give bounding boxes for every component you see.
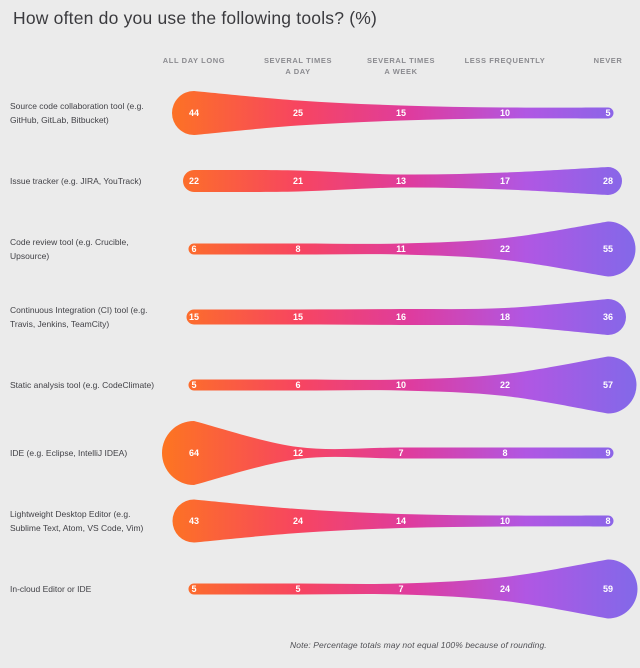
funnel-band: 6 8 11 22 55 (188, 221, 636, 277)
column-header-line: ALL DAY LONG (162, 56, 226, 65)
funnel-shape (186, 299, 627, 335)
column-header-line: LESS FREQUENTLY (464, 56, 546, 65)
tool-row: In-cloud Editor or IDE 5 5 7 24 59 (0, 555, 640, 623)
value-label: 12 (293, 448, 303, 458)
column-header-line: SEVERAL TIMES (366, 56, 436, 65)
value-label: 43 (189, 516, 199, 526)
funnel-shape (162, 421, 614, 485)
tool-row: Issue tracker (e.g. JIRA, YouTrack) 22 21 1… (0, 147, 640, 215)
funnel-band: 43 24 14 10 8 (172, 499, 614, 543)
value-label: 7 (398, 448, 403, 458)
value-label: 15 (396, 108, 406, 118)
value-label: 10 (500, 516, 510, 526)
funnel-band: 5 6 10 22 57 (188, 356, 637, 414)
tool-row: Continuous Integration (CI) tool (e.g. T… (0, 283, 640, 351)
value-label: 24 (500, 584, 510, 594)
tool-label: In-cloud Editor or IDE (10, 583, 92, 594)
value-label: 22 (500, 244, 510, 254)
value-label: 24 (293, 516, 303, 526)
tool-row: Lightweight Desktop Editor (e.g. Sublime… (0, 487, 640, 555)
value-label: 6 (295, 380, 300, 390)
funnel-shape (183, 167, 622, 195)
value-label: 15 (293, 312, 303, 322)
value-label: 5 (605, 108, 610, 118)
tool-label: Static analysis tool (e.g. CodeClimate) (10, 379, 155, 390)
value-label: 8 (295, 244, 300, 254)
value-label: 22 (500, 380, 510, 390)
value-label: 8 (502, 448, 507, 458)
value-label: 5 (191, 380, 196, 390)
funnel-shape (188, 221, 636, 277)
column-header-never: NEVER (560, 55, 640, 66)
column-header-line: A WEEK (384, 67, 418, 77)
value-label: 25 (293, 108, 303, 118)
value-label: 59 (603, 584, 613, 594)
tool-row: Code review tool (e.g. Crucible, Upsourc… (0, 215, 640, 283)
value-label: 15 (189, 312, 199, 322)
column-header-all-day-long: ALL DAY LONG (146, 55, 242, 66)
funnel-shape (188, 559, 638, 619)
value-label: 36 (603, 312, 613, 322)
value-label: 55 (603, 244, 613, 254)
tool-label: IDE (e.g. Eclipse, IntelliJ IDEA) (10, 447, 128, 458)
funnel-band: 22 21 13 17 28 (183, 167, 622, 195)
funnel-shape (188, 356, 637, 414)
value-label: 6 (191, 244, 196, 254)
value-label: 57 (603, 380, 613, 390)
value-label: 5 (191, 584, 196, 594)
tool-label: Issue tracker (e.g. JIRA, YouTrack) (10, 175, 142, 186)
column-header-line: NEVER (593, 56, 623, 65)
tool-label: Code review tool (e.g. Crucible, Upsourc… (10, 236, 129, 261)
column-header-several-times-a-day: SEVERAL TIMES A DAY (250, 55, 346, 78)
tool-row: Source code collaboration tool (e.g. Git… (0, 79, 640, 147)
column-header-line: A DAY (285, 67, 311, 77)
funnel-band: 15 15 16 18 36 (186, 299, 627, 335)
value-label: 16 (396, 312, 406, 322)
column-header-several-times-a-week: SEVERAL TIMES A WEEK (353, 55, 449, 78)
value-label: 28 (603, 176, 613, 186)
value-label: 5 (295, 584, 300, 594)
page-title: How often do you use the following tools… (13, 8, 378, 28)
tool-label: Source code collaboration tool (e.g. Git… (10, 100, 144, 125)
tool-label: Continuous Integration (CI) tool (e.g. T… (10, 304, 148, 329)
value-label: 17 (500, 176, 510, 186)
value-label: 21 (293, 176, 303, 186)
value-label: 8 (605, 516, 610, 526)
value-label: 18 (500, 312, 510, 322)
value-label: 64 (189, 448, 199, 458)
column-header-line: SEVERAL TIMES (263, 56, 333, 65)
value-label: 13 (396, 176, 406, 186)
value-label: 7 (398, 584, 403, 594)
value-label: 10 (396, 380, 406, 390)
value-label: 10 (500, 108, 510, 118)
column-header-less-frequently: LESS FREQUENTLY (457, 55, 553, 66)
value-label: 22 (189, 176, 199, 186)
funnel-shape (172, 499, 614, 543)
funnel-shape (172, 91, 614, 135)
tool-row: IDE (e.g. Eclipse, IntelliJ IDEA) 64 12 7 8 9 (0, 419, 640, 487)
value-label: 44 (189, 108, 199, 118)
footnote: Note: Percentage totals may not equal 10… (290, 640, 547, 650)
funnel-band: 64 12 7 8 9 (162, 421, 614, 485)
value-label: 9 (605, 448, 610, 458)
tool-row: Static analysis tool (e.g. CodeClimate) 5… (0, 351, 640, 419)
value-label: 14 (396, 516, 406, 526)
funnel-band: 5 5 7 24 59 (188, 559, 638, 619)
value-label: 11 (396, 244, 406, 254)
funnel-band: 44 25 15 10 5 (172, 91, 614, 135)
tool-label: Lightweight Desktop Editor (e.g. Sublime… (10, 508, 144, 533)
